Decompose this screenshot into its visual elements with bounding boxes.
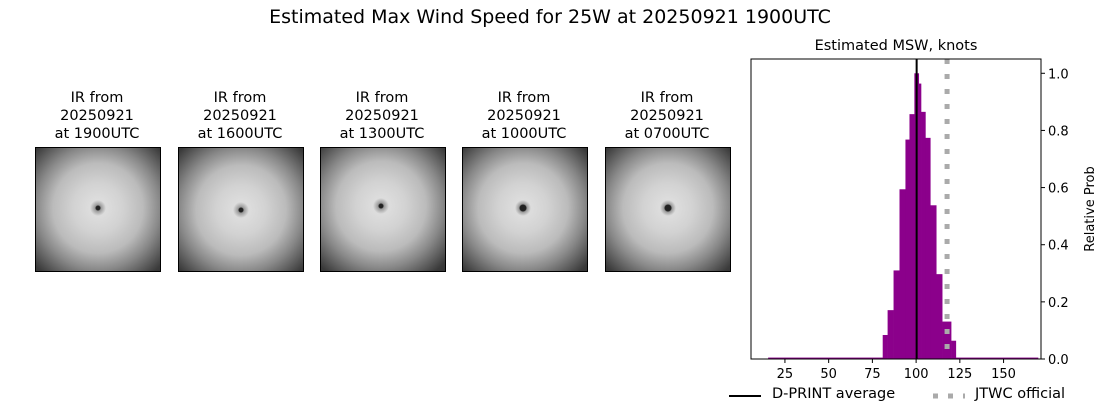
y-tick-label: 0.4 [1048,239,1069,254]
histogram-bar [930,205,937,359]
plot-frame [750,58,1042,360]
ir-panel-title-line: IR from [70,90,124,106]
ir-panel-title-line: 20250921 [60,108,134,124]
ir-panel-title: IR from 20250921 at 1600UTC [160,89,320,143]
histogram-bar [925,137,931,359]
y-tick-label: 0.2 [1048,296,1069,311]
histogram-bar [768,357,884,359]
chart-title: Estimated MSW, knots [815,38,978,54]
y-tick-label: 0.8 [1048,124,1069,139]
ir-satellite-image [320,147,446,272]
legend-jtwc-label: JTWC official [975,386,1066,402]
ir-panel-title-line: 20250921 [203,108,277,124]
y-axis-label: Relative Prob [1083,166,1098,251]
legend-dprint-label: D-PRINT average [772,386,896,402]
histogram-bar [918,83,922,360]
x-tick-label: 25 [777,367,794,382]
y-tick-label: 0.6 [1048,182,1069,197]
x-tick-label: 150 [991,367,1016,382]
y-tick-label: 0.0 [1048,353,1069,368]
ir-satellite-image [462,147,588,272]
ir-panel-title: IR from 20250921 at 0700UTC [587,89,747,143]
ir-panel-title-line: 20250921 [487,108,561,124]
figure-title: Estimated Max Wind Speed for 25W at 2025… [269,6,831,28]
x-tick-label: 75 [864,367,881,382]
ir-panel-title-line: at 1600UTC [197,126,283,142]
ir-panel-title-line: IR from [213,90,267,106]
ir-panel-title-line: at 1900UTC [54,126,140,142]
histogram-bar [882,335,888,359]
histogram-bar [905,139,910,359]
ir-panel-title-line: at 0700UTC [624,126,710,142]
ir-panel-title-line: 20250921 [345,108,419,124]
histogram-bar [951,340,957,359]
histogram-bar [936,274,943,359]
x-tick-label: 50 [820,367,837,382]
ir-panel-title: IR from 20250921 at 1000UTC [444,89,604,143]
x-tick-label: 100 [904,367,929,382]
ir-satellite-image [605,147,731,272]
histogram-bar [921,111,926,359]
ir-panel-title-line: IR from [497,90,551,106]
histogram-bar [899,189,906,359]
ir-panel-title: IR from 20250921 at 1300UTC [302,89,462,143]
histogram-bar [893,270,900,359]
ir-satellite-image [35,147,161,272]
ir-panel-title-line: at 1000UTC [481,126,567,142]
ir-satellite-image [178,147,304,272]
ir-panel-title-line: 20250921 [630,108,704,124]
ir-panel-title-line: IR from [640,90,694,106]
x-tick-label: 125 [947,367,972,382]
histogram-bar [955,357,1039,359]
histogram-bar [887,310,894,359]
ir-panel-title-line: at 1300UTC [339,126,425,142]
ir-panel-title-line: IR from [355,90,409,106]
y-tick-label: 1.0 [1048,67,1069,82]
ir-panel-title: IR from 20250921 at 1900UTC [17,89,177,143]
histogram-bar [909,114,915,360]
histogram-bar [942,321,952,359]
